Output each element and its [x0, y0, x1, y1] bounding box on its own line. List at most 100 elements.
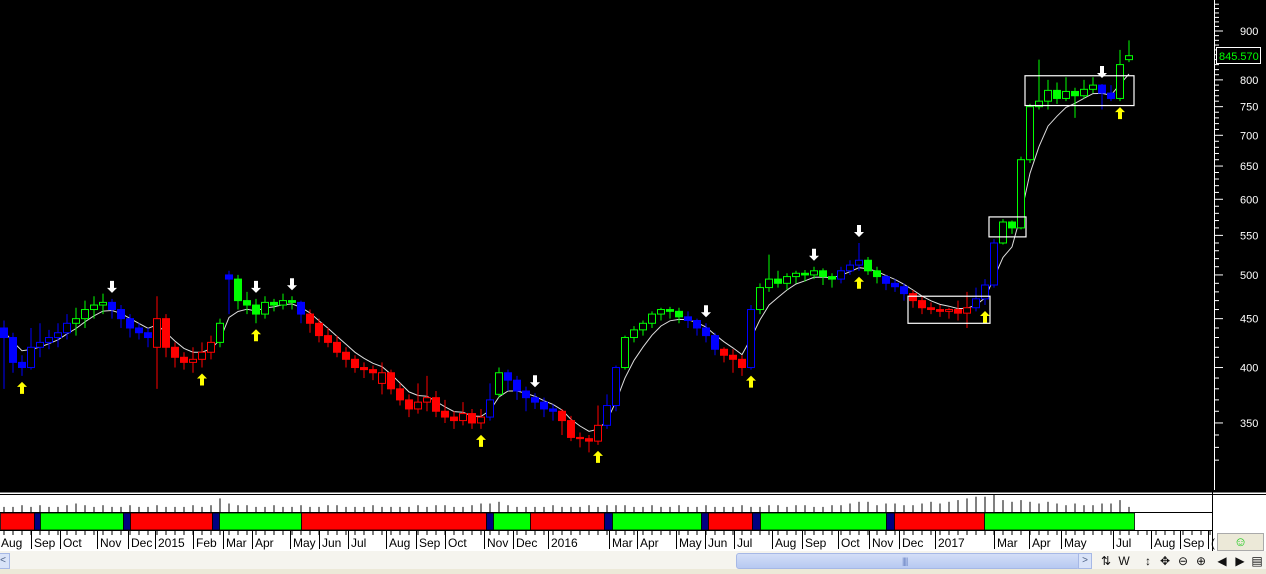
- candle-body: [45, 337, 53, 343]
- volume-bar: [84, 505, 86, 512]
- scrollbar-thumb[interactable]: ||||: [736, 553, 1080, 569]
- consolidation-box: [1024, 75, 1135, 107]
- candle-body: [702, 327, 710, 337]
- candle: [1017, 156, 1025, 230]
- price-chart[interactable]: 350 400 450 500 550 600 650 700 750 800 900 845.570…: [0, 0, 1266, 551]
- candle-body: [333, 341, 341, 353]
- volume-bar: [768, 505, 770, 512]
- candle-body: [756, 287, 764, 311]
- volume-bar: [111, 506, 113, 512]
- candle-body: [1017, 159, 1025, 229]
- volume-bar: [129, 505, 131, 512]
- candle-body: [126, 318, 134, 329]
- candle: [117, 305, 125, 328]
- volume-bar: [687, 506, 689, 512]
- consolidation-box: [988, 216, 1027, 238]
- volume-bar: [921, 503, 923, 512]
- volume-bar: [867, 501, 869, 512]
- candle: [720, 347, 728, 363]
- candle: [126, 314, 134, 338]
- candle-body: [369, 369, 377, 374]
- volume-bar: [957, 500, 959, 512]
- w-icon[interactable]: W: [1118, 554, 1130, 568]
- volume-bar: [336, 505, 338, 512]
- date-axis-label: Sep: [34, 536, 56, 550]
- volume-bar: [21, 505, 23, 512]
- trend-bar-segment: [530, 512, 605, 531]
- candle-body: [1071, 90, 1079, 97]
- candle-body: [270, 301, 278, 306]
- candle: [522, 386, 530, 412]
- candle: [630, 326, 638, 343]
- buy-arrow-icon: [251, 329, 261, 342]
- candle: [279, 293, 287, 310]
- trend-bar-segment: [0, 512, 35, 531]
- trend-bar-segment: [894, 512, 985, 531]
- scroll-left-icon[interactable]: ◀: [1217, 554, 1227, 568]
- candle-body: [1125, 55, 1133, 61]
- date-axis-label: May: [293, 536, 316, 550]
- candle-body: [225, 274, 233, 280]
- volume-bar: [345, 506, 347, 512]
- candle-body: [747, 309, 755, 369]
- candle-body: [459, 413, 467, 422]
- candle: [729, 349, 737, 373]
- candle: [288, 296, 296, 310]
- refresh-icon[interactable]: ⇅: [1100, 554, 1112, 568]
- volume-bar: [741, 505, 743, 512]
- candle: [216, 318, 224, 348]
- candle: [36, 323, 44, 358]
- candle: [864, 257, 872, 275]
- candle: [513, 375, 521, 400]
- volume-bar: [426, 506, 428, 512]
- candle-body: [297, 301, 305, 315]
- moving-average-line: [3, 73, 1130, 432]
- scroll-right-icon[interactable]: ▶: [1235, 554, 1245, 568]
- trend-bar-segment: [752, 512, 761, 531]
- status-strip: [0, 569, 1266, 574]
- date-axis-label: Sep: [419, 536, 441, 550]
- volume-bar: [993, 495, 995, 512]
- candle: [306, 309, 314, 333]
- volume-bar: [930, 501, 932, 512]
- date-axis-label: Oct: [448, 536, 467, 550]
- smiley-icon[interactable]: ☺: [1217, 533, 1264, 551]
- zoom-in-icon[interactable]: ⊕: [1195, 554, 1207, 568]
- candle: [585, 434, 593, 453]
- sell-arrow-icon: [287, 278, 297, 291]
- date-axis-label: Oct: [63, 536, 82, 550]
- vertical-resize-icon[interactable]: ↕: [1145, 554, 1151, 568]
- volume-bar: [471, 505, 473, 512]
- volume-bar: [678, 505, 680, 512]
- scroll-right-button[interactable]: >: [1078, 553, 1092, 569]
- volume-bar: [354, 506, 356, 512]
- volume-bar: [210, 505, 212, 512]
- candle-body: [486, 399, 494, 418]
- candle: [27, 327, 35, 370]
- trend-bar-segment: [34, 512, 41, 531]
- candle: [747, 305, 755, 370]
- candle: [558, 408, 566, 435]
- candle-body: [468, 413, 476, 424]
- candle-body: [549, 408, 557, 412]
- candle-body: [279, 300, 287, 306]
- candle-body: [1062, 90, 1070, 99]
- scroll-left-button[interactable]: <: [0, 553, 10, 569]
- candle: [333, 335, 341, 358]
- candle-body: [351, 358, 359, 369]
- volume-bar: [840, 505, 842, 512]
- candle: [648, 311, 656, 328]
- candle-body: [711, 335, 719, 350]
- candle: [9, 332, 17, 373]
- candle-body: [252, 304, 260, 315]
- candle-body: [18, 361, 26, 369]
- trend-bar-segment: [40, 512, 124, 531]
- candle: [477, 408, 485, 429]
- candle-body: [288, 300, 296, 303]
- candle: [0, 320, 8, 389]
- panel-icon[interactable]: ▤: [1251, 554, 1263, 568]
- candle-body: [99, 301, 107, 306]
- candle: [819, 268, 827, 286]
- zoom-out-icon[interactable]: ⊖: [1177, 554, 1189, 568]
- move-icon[interactable]: ✥: [1159, 554, 1171, 568]
